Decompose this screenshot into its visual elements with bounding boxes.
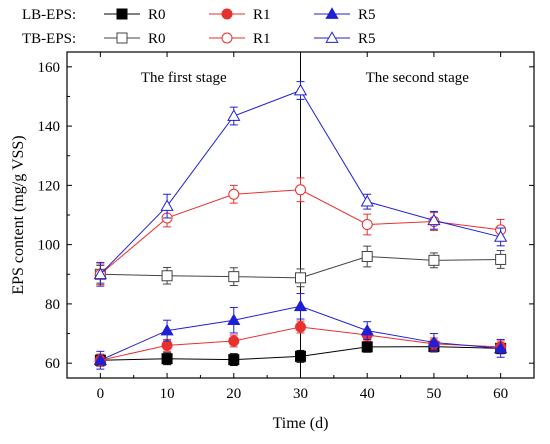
legend: LB-EPS: R0 R1 R5 TB-EPS: R0 R1 R5 <box>22 7 376 47</box>
lb-eps-r0-point <box>161 353 173 365</box>
tb-eps-r5-point <box>360 194 374 207</box>
lb-eps-r5-point <box>427 335 441 348</box>
x-tick-label: 60 <box>493 386 508 402</box>
legend-entry-label: R5 <box>358 31 376 47</box>
lb-eps-r1-point <box>161 339 173 351</box>
x-tick-label: 20 <box>226 386 241 402</box>
y-axis-label: EPS content (mg/g VSS) <box>10 135 27 294</box>
tb-eps-r5-point <box>93 267 107 280</box>
x-tick-label: 10 <box>160 386 175 402</box>
legend-marker <box>116 32 128 44</box>
legend-marker <box>221 32 233 44</box>
lb-eps-r0-point <box>295 350 306 362</box>
legend-group-label: LB-EPS: <box>22 7 76 23</box>
y-tick-label: 140 <box>38 119 61 135</box>
legend-group-label: TB-EPS: <box>22 31 76 47</box>
lb-eps-r0-point <box>361 341 373 353</box>
x-tick-label: 40 <box>360 386 375 402</box>
lb-eps-r1-point <box>295 321 306 333</box>
legend-entry-label: R1 <box>253 31 271 47</box>
lb-eps-r1-point <box>228 335 240 347</box>
lb-eps-r5-point <box>93 353 107 366</box>
y-tick-label: 160 <box>38 60 61 76</box>
x-tick-label: 30 <box>293 386 308 402</box>
legend-marker <box>221 8 233 20</box>
tb-eps-r0-point <box>161 270 173 282</box>
plot-area: 0 10 20 30 40 50 60 60 80 100 120 140 160 <box>38 51 535 402</box>
lb-eps-r5-point <box>293 299 308 312</box>
tb-eps-r0-point <box>228 271 240 283</box>
stage1-annotation: The first stage <box>141 70 227 86</box>
legend-marker <box>116 8 128 20</box>
legend-entry-label: R5 <box>358 7 376 23</box>
lb-eps-r5-point <box>160 323 174 336</box>
lb-eps-r5-point <box>494 341 508 354</box>
tb-eps-r0-point <box>428 254 440 266</box>
legend-entry-label: R0 <box>148 31 166 47</box>
tb-eps-r5-point <box>293 83 308 96</box>
y-tick-label: 120 <box>38 178 61 194</box>
lb-eps-r0-point <box>228 354 240 366</box>
lb-eps-r5-point <box>360 323 374 336</box>
tb-eps-r5-point <box>160 199 174 211</box>
y-tick-label: 80 <box>45 297 60 313</box>
y-tick-label: 60 <box>45 356 60 372</box>
legend-entry-label: R0 <box>148 7 166 23</box>
x-tick-label: 0 <box>97 386 105 402</box>
x-axis-label: Time (d) <box>273 415 329 432</box>
tb-eps-r5-point <box>427 213 441 226</box>
tb-eps-r1-point <box>361 218 373 230</box>
lb-eps-r5-point <box>227 313 241 326</box>
legend-marker <box>325 31 339 43</box>
tb-eps-r1-point <box>228 188 240 200</box>
tb-eps-r1-point <box>295 184 306 196</box>
legend-marker <box>325 7 339 19</box>
tb-eps-r0-point <box>495 253 507 265</box>
tb-eps-r0-point <box>361 250 373 262</box>
x-tick-label: 50 <box>426 386 441 402</box>
tb-eps-r5-point <box>227 109 241 121</box>
tb-eps-r5-point <box>494 230 508 242</box>
stage2-annotation: The second stage <box>366 70 470 86</box>
legend-entry-label: R1 <box>253 7 271 23</box>
y-tick-label: 100 <box>38 238 61 254</box>
tb-eps-r0-point <box>295 272 306 284</box>
